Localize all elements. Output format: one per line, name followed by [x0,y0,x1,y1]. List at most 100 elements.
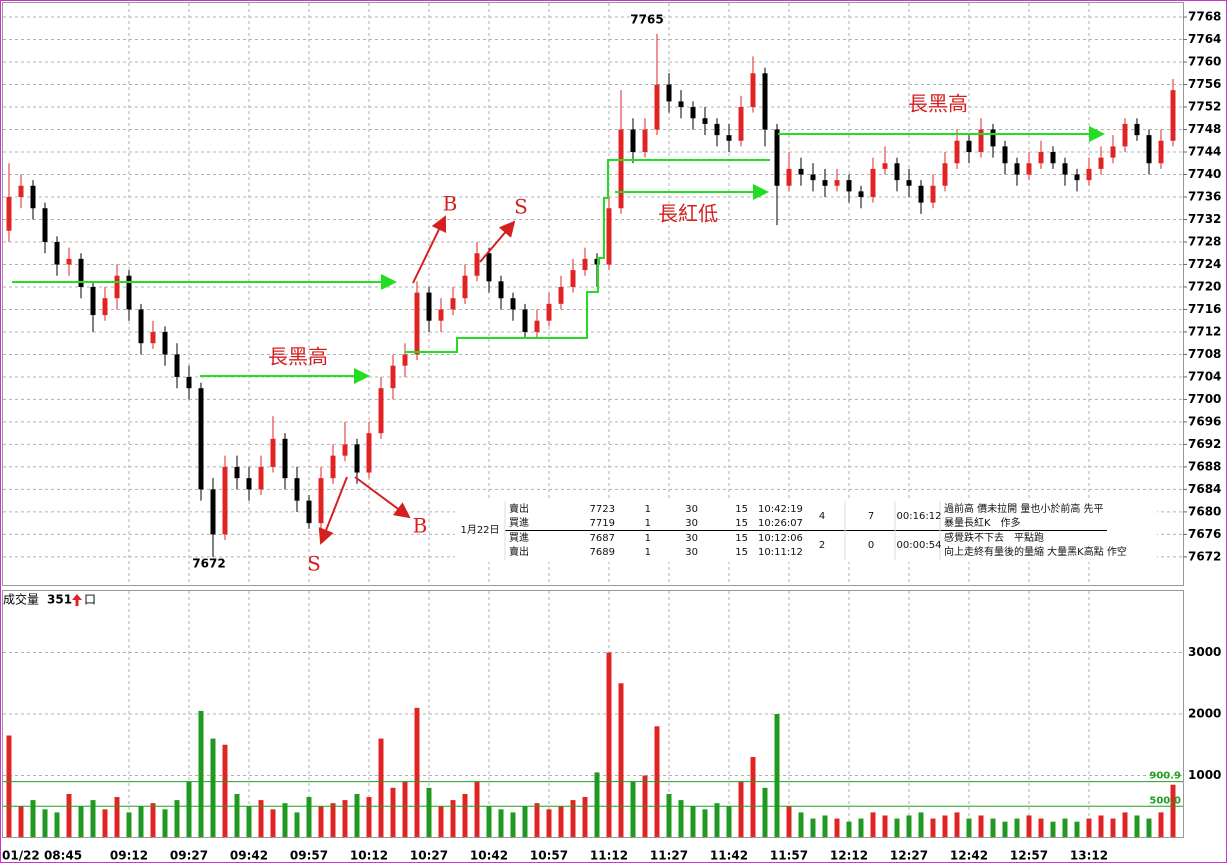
volume-bar [822,815,828,837]
y-tick-label: 7748 [1188,122,1221,136]
y-tick-label: 7680 [1188,504,1221,518]
volume-bar [438,806,444,837]
volume-bar [414,707,420,837]
signal-arrow [412,215,447,284]
candle-body [1062,163,1068,175]
volume-bar [162,809,168,837]
candle-body [1158,140,1164,164]
candle-body [666,84,672,102]
volume-bar [102,809,108,837]
signal-arrow [354,476,411,519]
volume-bar [930,818,936,837]
trade-cell: 10:42:19 [758,504,803,515]
volume-bar [534,803,540,837]
volume-bar [390,787,396,837]
volume-bar [138,806,144,837]
volume-bar [294,812,300,837]
candle-body [798,168,804,175]
volume-bar [870,812,876,837]
volume-bar [42,809,48,837]
y-tick-label: 7700 [1188,392,1221,406]
trade-cell: 30 [685,504,698,515]
candle-body [342,444,348,456]
trade-note: 暴量長紅K 作多 [944,516,1021,529]
candle-body [102,298,108,316]
candle-body [534,320,540,332]
y-tick-label: 7740 [1188,167,1221,181]
volume-bar [1146,818,1152,837]
x-tick-label: 01/22 08:45 [2,849,82,863]
trade-stat: 4 [819,511,825,522]
trade-cell: 15 [735,547,748,558]
volume-bar [546,809,552,837]
volume-bar [150,803,156,837]
volume-pane [2,590,1184,838]
candle-body [690,107,696,119]
candle-body [870,168,876,197]
x-tick-label: 09:27 [170,849,208,863]
candle-body [654,84,660,130]
candle-body [642,129,648,153]
volume-bar [174,800,180,837]
candle-body [450,298,456,310]
volume-bar [522,806,528,837]
candle-body [570,270,576,287]
candle-body [90,286,96,316]
trade-cell: 7723 [590,504,615,515]
volume-bar [498,809,504,837]
candle-body [918,185,924,203]
candle-body [186,376,192,389]
candle-body [930,185,936,203]
trade-date: 1月22日 [460,524,499,536]
trade-cell: 買進 [509,532,529,544]
x-tick-label: 11:42 [710,849,748,863]
trade-note: 向上走終有量後的量縮 大量黑K高點 作空 [944,545,1127,558]
y-tick-label: 7704 [1188,369,1221,383]
candle-body [282,438,288,479]
volume-bar [510,812,516,837]
x-tick-label: 10:42 [470,849,508,863]
candle-body [1050,152,1056,164]
candle-body [354,444,360,473]
y-tick-label: 7708 [1188,347,1221,361]
trade-cell: 15 [735,518,748,529]
candle-body [630,129,636,153]
y-tick-label: 7716 [1188,302,1221,316]
volume-bar [798,812,804,837]
volume-bar [282,803,288,837]
volume-bar [270,809,276,837]
trade-stat: 00:16:12 [897,511,942,522]
candle-body [318,478,324,524]
candle-body [966,140,972,153]
candle-body [366,433,372,473]
annotation: B [413,514,428,538]
volume-bar [834,818,840,837]
candle-body [546,303,552,321]
y-tick-label: 1000 [1188,768,1221,782]
volume-bar [618,683,624,837]
trade-stat: 00:00:54 [897,540,942,551]
x-tick-label: 09:12 [110,849,148,863]
candle-body [882,163,888,169]
volume-bar [258,800,264,837]
volume-bar [954,812,960,837]
candle-body [294,478,300,501]
y-tick-label: 7720 [1188,279,1221,293]
volume-bar [198,710,204,837]
volume-bar [810,818,816,837]
y-tick-label: 7744 [1188,145,1221,159]
y-tick-label: 7712 [1188,324,1221,338]
volume-bar [558,806,564,837]
trade-cell: 1 [645,504,651,515]
volume-bar [978,815,984,837]
trade-stat: 2 [819,540,825,551]
candle-body [1038,152,1044,164]
volume-bar [1158,812,1164,837]
volume-bar [1074,821,1080,837]
volume-bar [66,793,72,837]
low-label: 7672 [192,556,225,570]
candle-body [174,354,180,377]
trade-stat: 7 [868,511,874,522]
volume-bar [942,815,948,837]
